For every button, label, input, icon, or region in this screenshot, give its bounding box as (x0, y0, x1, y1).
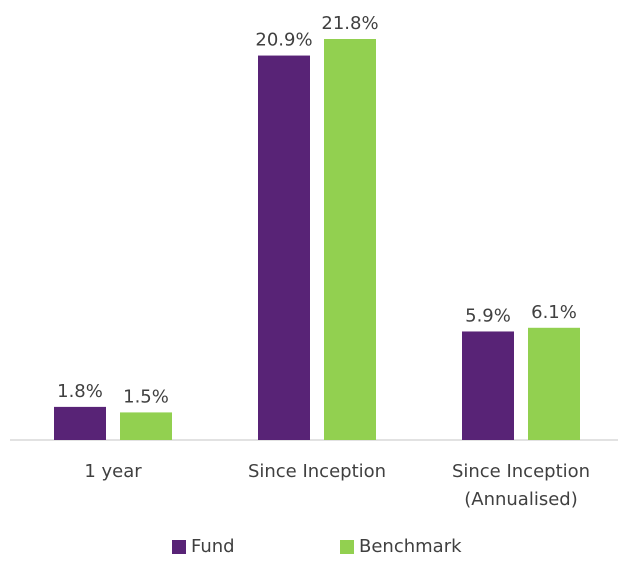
legend-swatch (172, 539, 186, 554)
legend-label: Benchmark (359, 536, 462, 557)
data-label: 1.5% (123, 386, 169, 407)
data-label: 5.9% (465, 305, 511, 326)
legend-swatch (340, 539, 354, 554)
x-tick-label: 1 year (84, 461, 142, 482)
data-label: 6.1% (531, 302, 577, 323)
legend-label: Fund (191, 536, 235, 557)
data-label: 21.8% (321, 13, 378, 34)
bar (462, 331, 514, 440)
x-tick-label: Since Inception (Annualised) (451, 461, 591, 510)
data-label: 20.9% (255, 30, 312, 51)
bar (528, 327, 580, 440)
x-tick-label: Since Inception (247, 461, 387, 482)
bar (258, 55, 310, 440)
legend-item: Benchmark (340, 536, 462, 557)
data-label: 1.8% (57, 381, 103, 402)
legend-item: Fund (172, 536, 235, 557)
bar (54, 406, 106, 440)
bar (120, 412, 172, 440)
bar (324, 39, 376, 440)
